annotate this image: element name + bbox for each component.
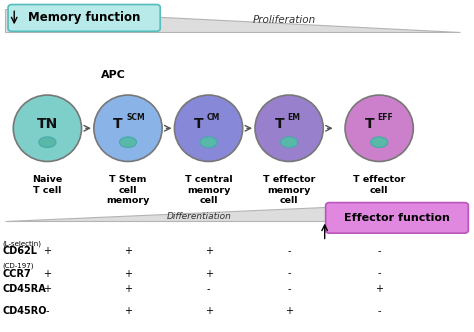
Ellipse shape	[281, 137, 298, 147]
Ellipse shape	[174, 95, 243, 161]
Ellipse shape	[13, 95, 82, 161]
Text: T Stem
cell
memory: T Stem cell memory	[106, 175, 150, 205]
Text: -: -	[287, 246, 291, 256]
Text: T effector
cell: T effector cell	[353, 175, 405, 195]
Text: +: +	[124, 246, 132, 256]
Text: +: +	[285, 306, 293, 316]
Ellipse shape	[119, 137, 137, 147]
Text: T effector
memory
cell: T effector memory cell	[263, 175, 315, 205]
Text: -: -	[287, 269, 291, 279]
Text: +: +	[205, 246, 212, 256]
Text: T central
memory
cell: T central memory cell	[185, 175, 232, 205]
Text: CD62L: CD62L	[2, 246, 37, 256]
Ellipse shape	[200, 137, 217, 147]
Text: -: -	[207, 284, 210, 293]
Text: -: -	[377, 306, 381, 316]
Text: Effector function: Effector function	[344, 213, 450, 223]
Text: +: +	[44, 284, 51, 293]
FancyBboxPatch shape	[326, 203, 468, 233]
Text: +: +	[124, 284, 132, 293]
Ellipse shape	[255, 95, 323, 161]
Text: CD45RO: CD45RO	[2, 306, 47, 316]
Text: -: -	[377, 269, 381, 279]
Text: -: -	[377, 246, 381, 256]
Text: TN: TN	[37, 117, 58, 131]
Text: +: +	[375, 284, 383, 293]
Text: Naive
T cell: Naive T cell	[32, 175, 63, 195]
Text: +: +	[124, 269, 132, 279]
Text: +: +	[44, 246, 51, 256]
Text: (CD-197): (CD-197)	[2, 263, 34, 269]
Text: SCM: SCM	[126, 113, 145, 122]
Text: Memory function: Memory function	[28, 11, 140, 25]
Text: +: +	[124, 306, 132, 316]
Text: (L-selectin): (L-selectin)	[2, 240, 41, 247]
Text: T: T	[194, 117, 203, 131]
Polygon shape	[5, 204, 393, 221]
Ellipse shape	[39, 137, 56, 147]
Text: Differentiation: Differentiation	[167, 212, 231, 221]
Text: T: T	[113, 117, 123, 131]
Ellipse shape	[94, 95, 162, 161]
Text: -: -	[287, 284, 291, 293]
FancyBboxPatch shape	[8, 5, 160, 31]
Text: EFF: EFF	[377, 113, 393, 122]
Text: CCR7: CCR7	[2, 269, 31, 279]
Text: +: +	[205, 269, 212, 279]
Text: CD45RA: CD45RA	[2, 284, 46, 293]
Text: CM: CM	[207, 113, 220, 122]
Text: +: +	[44, 269, 51, 279]
Text: T: T	[274, 117, 284, 131]
Text: EM: EM	[287, 113, 301, 122]
Text: APC: APC	[101, 70, 126, 80]
Ellipse shape	[345, 95, 413, 161]
Text: Proliferation: Proliferation	[253, 15, 316, 25]
Polygon shape	[5, 9, 460, 32]
Ellipse shape	[371, 137, 388, 147]
Text: +: +	[205, 306, 212, 316]
Text: T: T	[365, 117, 374, 131]
Text: -: -	[46, 306, 49, 316]
